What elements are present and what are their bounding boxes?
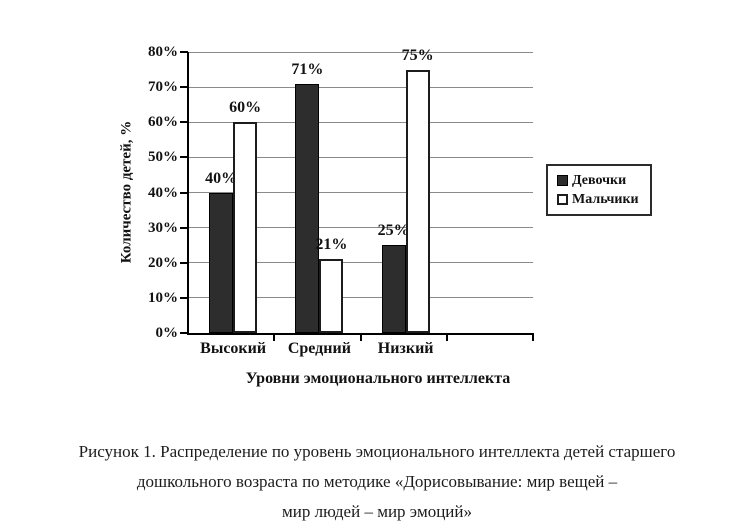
y-tick-mark — [180, 156, 188, 159]
y-tick-label: 60% — [148, 114, 178, 131]
gridline — [188, 86, 533, 88]
legend-box: Девочки Мальчики — [546, 164, 652, 216]
gridline — [188, 121, 533, 123]
bar-value-label: 60% — [229, 99, 262, 117]
y-tick-mark — [180, 121, 188, 124]
gridline — [188, 297, 533, 299]
x-axis-title: Уровни эмоционального интеллекта — [245, 370, 511, 387]
x-tick-mark — [273, 335, 276, 341]
bar-Девочки-Высокий — [209, 192, 234, 333]
gridline — [188, 192, 533, 193]
y-tick-label: 20% — [148, 254, 178, 271]
gridline — [188, 227, 533, 229]
caption-line-2: дошкольного возраста по методике «Дорисо… — [136, 472, 618, 491]
x-category-label: Средний — [287, 340, 351, 357]
bar-value-label: 40% — [205, 169, 238, 187]
y-tick-label: 0% — [155, 325, 179, 341]
plot-area: 40% 60% 71% 21% 25% 75% — [188, 47, 533, 333]
bar-Девочки-Средний — [295, 83, 320, 333]
y-tick-mark — [180, 86, 188, 89]
y-tick-mark — [180, 261, 188, 264]
bar-chart: 40% 60% 71% 21% 25% 75% 0% 10% 20% 30% 40% 50% 60% 7… — [118, 44, 652, 387]
bar-value-label: 21% — [315, 236, 348, 254]
figure-caption: Рисунок 1. Распределение по уровень эмоц… — [0, 437, 754, 527]
y-tick-mark — [180, 332, 188, 334]
bar-Девочки-Низкий — [381, 245, 406, 333]
y-tick-label: 80% — [148, 44, 178, 60]
x-category-label: Низкий — [377, 340, 434, 357]
y-tick-mark — [180, 191, 188, 194]
bar-Мальчики-Низкий — [405, 69, 430, 333]
x-tick-mark — [359, 335, 362, 341]
x-tick-mark — [532, 335, 534, 341]
gridline — [188, 262, 533, 264]
x-axis-line — [187, 333, 534, 335]
legend-item-girls: Девочки — [557, 172, 650, 188]
bar-value-label: 75% — [401, 46, 434, 64]
y-axis-title: Количество детей, % — [118, 120, 135, 264]
legend-label: Мальчики — [572, 191, 639, 207]
y-tick-label: 30% — [148, 219, 178, 236]
caption-line-3: мир людей – мир эмоций» — [281, 502, 473, 521]
legend-swatch-dark-icon — [557, 175, 568, 186]
y-tick-mark — [180, 51, 188, 53]
bar-value-label: 71% — [291, 60, 324, 78]
caption-line-1: Рисунок 1. Распределение по уровень эмоц… — [78, 442, 676, 461]
gridline — [188, 51, 533, 53]
legend-label: Девочки — [572, 172, 627, 188]
y-tick-mark — [180, 296, 188, 299]
y-tick-label: 10% — [148, 289, 178, 306]
bar-Мальчики-Средний — [319, 259, 344, 333]
bar-Мальчики-Высокий — [233, 122, 258, 333]
y-axis-line — [187, 52, 189, 333]
y-tick-label: 40% — [148, 184, 178, 201]
y-tick-label: 70% — [148, 79, 178, 96]
x-category-label: Высокий — [200, 340, 267, 357]
y-tick-mark — [180, 226, 188, 229]
gridline — [188, 156, 533, 158]
legend-item-boys: Мальчики — [557, 191, 650, 207]
x-tick-mark — [445, 335, 448, 341]
legend-swatch-light-icon — [557, 194, 568, 205]
y-tick-label: 50% — [148, 149, 178, 166]
bar-value-label: 25% — [377, 222, 410, 240]
